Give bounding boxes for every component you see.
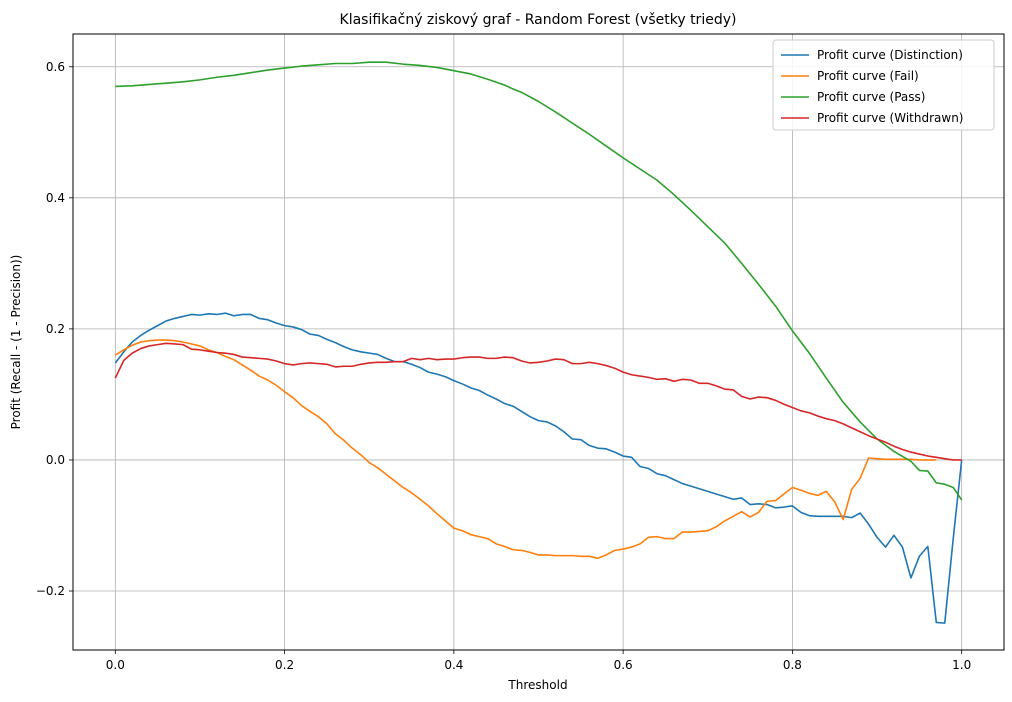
y-tick-label: 0.4 <box>46 191 65 205</box>
x-tick-label: 0.0 <box>106 658 125 672</box>
series-line <box>114 342 962 461</box>
legend-label: Profit curve (Withdrawn) <box>817 111 963 125</box>
y-tick-label: 0.2 <box>46 322 65 336</box>
x-tick-label: 0.8 <box>783 658 802 672</box>
y-tick-label: 0.0 <box>46 453 65 467</box>
x-tick-label: 0.4 <box>444 658 463 672</box>
x-tick-label: 0.2 <box>275 658 294 672</box>
y-axis-label: Profit (Recall - (1 - Precision)) <box>9 255 23 430</box>
legend-label: Profit curve (Pass) <box>817 90 925 104</box>
y-tick-label: 0.6 <box>46 60 65 74</box>
chart-title: Klasifikačný ziskový graf - Random Fores… <box>340 12 737 28</box>
x-tick-label: 0.6 <box>614 658 633 672</box>
x-axis-ticks: 0.0 0.2 0.4 0.6 0.8 1.0 <box>106 650 971 672</box>
series-line <box>114 312 963 624</box>
x-tick-label: 1.0 <box>952 658 971 672</box>
legend: Profit curve (Distinction) Profit curve (… <box>772 39 995 131</box>
series-line <box>115 61 963 501</box>
legend-label: Profit curve (Fail) <box>817 69 919 83</box>
series-lines <box>114 61 963 624</box>
y-tick-label: −0.2 <box>36 584 65 598</box>
legend-label: Profit curve (Distinction) <box>817 48 963 62</box>
plot-frame <box>72 33 1005 651</box>
x-axis-label: Threshold <box>507 678 567 692</box>
series-line <box>114 339 937 560</box>
y-axis-ticks: −0.2 0.0 0.2 0.4 0.6 <box>36 60 73 598</box>
legend-box <box>772 39 995 131</box>
